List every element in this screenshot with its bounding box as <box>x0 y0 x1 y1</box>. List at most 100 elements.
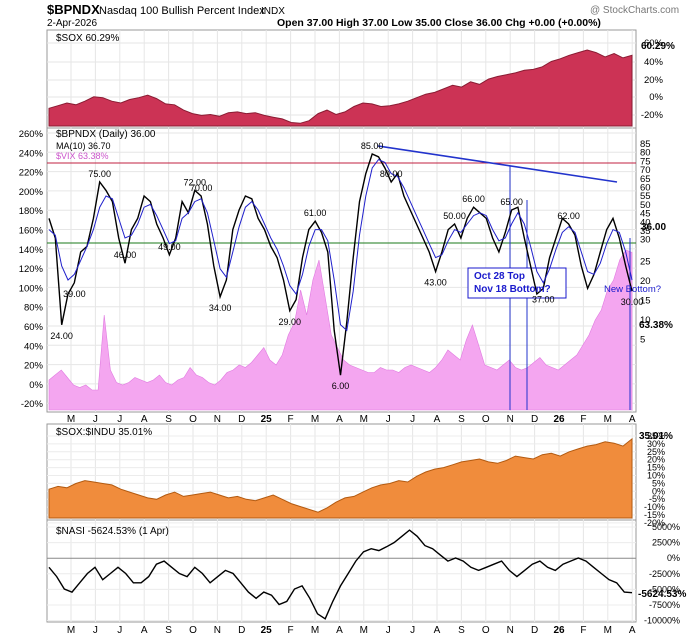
x-tick-label: 25 <box>261 625 273 636</box>
x-tick-label: A <box>336 625 343 636</box>
sox-legend: $SOX 60.29% <box>56 33 119 44</box>
bpndx-left-tick: 0% <box>29 380 43 391</box>
bpndx-right-tick: 65 <box>640 174 651 185</box>
vix-area <box>48 249 633 411</box>
sox-area <box>48 49 633 127</box>
x-tick-label: O <box>189 625 197 636</box>
x-tick-label: J <box>93 414 98 425</box>
nasi-tick-label: 5000% <box>652 522 680 532</box>
ratio-tick-label: -5% <box>649 494 665 504</box>
ma10-line <box>48 158 633 332</box>
bpndx-left-tick: 220% <box>19 168 44 179</box>
bpndx-right-tick: 80 <box>640 148 651 159</box>
x-tick-label: M <box>67 625 75 636</box>
peak-label: 30.00 <box>621 297 644 307</box>
index-name: Nasdaq 100 Bullish Percent Index <box>99 5 265 17</box>
nasi-line <box>48 529 633 620</box>
bpndx-left-tick: 120% <box>19 264 44 275</box>
bpndx-right-tick: 55 <box>640 191 651 202</box>
nasi-tick-label: -2500% <box>649 569 680 579</box>
x-tick-label: D <box>238 414 245 425</box>
ratio-tick-label: 35% <box>647 431 665 441</box>
ma-legend: MA(10) 36.70 <box>56 141 111 151</box>
bpndx-left-tick: 140% <box>19 245 44 256</box>
x-tick-label: O <box>482 625 490 636</box>
x-tick-label: N <box>507 414 514 425</box>
bpndx-right-tick: 20 <box>640 276 651 287</box>
bpndx-left-tick: 100% <box>19 283 44 294</box>
x-tick-label: F <box>288 414 294 425</box>
bpndx-left-tick: 180% <box>19 206 44 217</box>
sox-tick-label: 20% <box>644 75 664 86</box>
peak-label: 49.00 <box>158 242 181 252</box>
bpndx-left-tick: 160% <box>19 226 44 237</box>
chart-marks: M M J J J J A A S S O O N N D D 25 25 F F M M A A M M J J J J A A S S O O N N… <box>19 38 680 636</box>
ratio-tick-label: 10% <box>647 471 665 481</box>
x-tick-label: J <box>410 625 415 636</box>
bpndx-right-tick: 35 <box>640 226 651 237</box>
peak-label: 85.00 <box>361 141 384 151</box>
x-tick-label: J <box>410 414 415 425</box>
x-tick-label: J <box>117 414 122 425</box>
nasi-legend: $NASI -5624.53% (1 Apr) <box>56 526 169 537</box>
peak-label: 72.00 <box>183 177 206 187</box>
nasi-tick-label: -5000% <box>649 584 680 594</box>
ratio-tick-label: 25% <box>647 447 665 457</box>
nasi-tick-label: -7500% <box>649 600 680 610</box>
ratio-tick-label: 15% <box>647 463 665 473</box>
exchange-label: INDX <box>261 6 285 17</box>
peak-label: 62.00 <box>557 211 580 221</box>
peak-label: 34.00 <box>209 303 232 313</box>
x-tick-label: S <box>165 625 172 636</box>
peak-label: 70.00 <box>190 183 213 193</box>
peak-label: 66.00 <box>462 194 485 204</box>
bpndx-right-tick: 25 <box>640 257 651 268</box>
bpndx-right-tick: 60 <box>640 183 651 194</box>
quote-summary: Open 37.00 High 37.00 Low 35.00 Close 36… <box>277 17 601 29</box>
x-tick-label: M <box>604 414 612 425</box>
x-tick-label: N <box>214 414 221 425</box>
x-tick-label: 26 <box>553 625 565 636</box>
nasi-last-value: -5624.53% <box>638 589 686 600</box>
bpndx-legend: $BPNDX (Daily) 36.00 <box>56 129 156 140</box>
bpndx-right-tick: 10 <box>640 315 651 326</box>
ratio-tick-label: -10% <box>644 502 665 512</box>
ratio-tick-label: -15% <box>644 510 665 520</box>
bpndx-right-tick: 45 <box>640 209 651 220</box>
x-tick-label: M <box>360 414 368 425</box>
x-tick-label: J <box>386 625 391 636</box>
bpndx-left-tick: 200% <box>19 187 44 198</box>
peak-label: 39.00 <box>63 289 86 299</box>
bpndx-left-tick: 40% <box>24 341 44 352</box>
ratio-tick-label: 20% <box>647 455 665 465</box>
x-tick-label: S <box>165 414 172 425</box>
ratio-last-value: 35.01% <box>639 431 673 442</box>
vix-legend: $VIX 63.38% <box>56 151 109 161</box>
peak-label: 6.00 <box>332 381 350 391</box>
x-tick-label: F <box>580 625 586 636</box>
x-tick-label: A <box>336 414 343 425</box>
bpndx-right-tick: 5 <box>640 335 645 346</box>
x-tick-label: A <box>434 625 441 636</box>
bpndx-left-tick: -20% <box>21 399 44 410</box>
sox-last-value: 60.29% <box>641 41 675 52</box>
sox-tick-label: -20% <box>641 110 664 121</box>
bpndx-left-tick: 80% <box>24 303 44 314</box>
peak-label: 43.00 <box>424 278 447 288</box>
x-tick-label: D <box>531 414 538 425</box>
sox-tick-label: 0% <box>649 92 663 103</box>
peak-label: 65.00 <box>500 197 523 207</box>
annotation-oct-top: Oct 28 Top <box>474 271 525 282</box>
x-tick-label: A <box>141 625 148 636</box>
x-tick-label: M <box>311 625 319 636</box>
x-tick-label: A <box>434 414 441 425</box>
x-tick-label: 26 <box>553 414 565 425</box>
x-tick-label: J <box>93 625 98 636</box>
chart-date: 2-Apr-2026 <box>47 18 97 29</box>
x-tick-label: S <box>458 625 465 636</box>
bpndx-right-tick: 30 <box>640 235 651 246</box>
bpndx-right-tick: 85 <box>640 139 651 150</box>
descending-trendline <box>377 145 618 183</box>
bpndx-last-value: 36.00 <box>641 222 666 233</box>
x-tick-label: 25 <box>261 414 273 425</box>
